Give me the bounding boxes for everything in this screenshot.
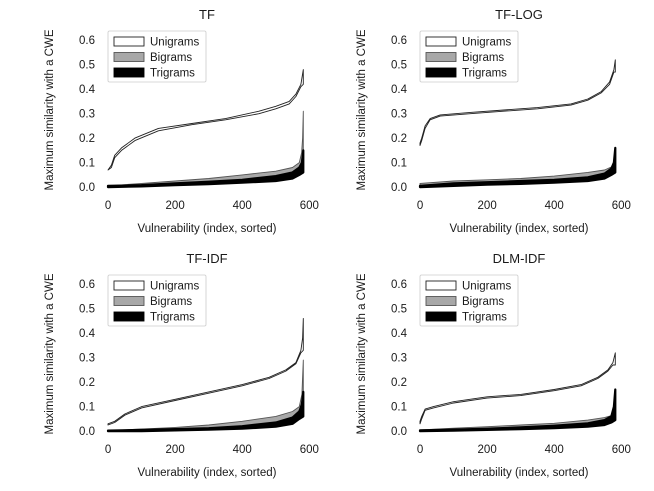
- y-tick-label: 0.3: [79, 109, 95, 121]
- y-tick-label: 0.3: [391, 109, 407, 121]
- legend-label: Unigrams: [462, 37, 511, 49]
- legend-label: Unigrams: [462, 281, 511, 293]
- x-axis-label: Vulnerability (index, sorted): [138, 223, 277, 235]
- legend-label: Unigrams: [150, 37, 199, 49]
- x-tick-label: 600: [300, 200, 319, 212]
- legend-label: Trigrams: [150, 312, 195, 324]
- legend-label: Bigrams: [462, 52, 504, 64]
- y-tick-label: 0.5: [79, 304, 95, 316]
- x-tick-label: 200: [166, 444, 185, 456]
- y-tick-label: 0.2: [79, 133, 95, 145]
- chart-title: TF: [199, 7, 215, 22]
- y-tick-label: 0.2: [79, 377, 95, 389]
- legend-swatch-bigrams: [425, 52, 457, 62]
- y-tick-label: 0.4: [391, 328, 408, 340]
- x-tick-label: 0: [417, 200, 423, 212]
- x-axis-label: Vulnerability (index, sorted): [138, 467, 277, 479]
- x-tick-label: 0: [105, 444, 111, 456]
- y-tick-label: 0.4: [391, 84, 408, 96]
- series-trigrams: [106, 390, 305, 433]
- legend-swatch-trigrams: [113, 67, 145, 78]
- y-tick-label: 0.2: [391, 133, 407, 145]
- subplot-tf-idf: TF-IDF 0.0 0.1 0.2 0.3 0.4 0.5 0.6 0 200 400 600 Vul…: [44, 251, 319, 479]
- x-axis-label: Vulnerability (index, sorted): [450, 467, 589, 479]
- x-tick-label: 400: [233, 200, 252, 212]
- x-tick-label: 0: [417, 444, 423, 456]
- legend-swatch-bigrams: [113, 296, 145, 306]
- y-tick-label: 0.5: [391, 60, 407, 72]
- chart-title: TF-LOG: [495, 7, 543, 22]
- legend-label: Unigrams: [150, 281, 199, 293]
- y-tick-label: 0.2: [391, 377, 407, 389]
- legend-swatch-unigrams: [425, 36, 457, 47]
- legend-swatch-unigrams: [113, 280, 145, 291]
- series-unigrams: [107, 318, 304, 426]
- legend: Unigrams Bigrams Trigrams: [419, 30, 519, 83]
- y-tick-label: 0.0: [391, 182, 407, 194]
- subplot-dlm-idf: DLM-IDF 0.0 0.1 0.2 0.3 0.4 0.5 0.6 0 200 400 600 Vu…: [356, 251, 631, 479]
- legend: Unigrams Bigrams Trigrams: [419, 274, 519, 327]
- y-tick-label: 0.6: [79, 35, 95, 47]
- legend-swatch-trigrams: [113, 311, 145, 322]
- x-tick-label: 400: [233, 444, 252, 456]
- series-trigrams: [106, 149, 305, 189]
- legend-label: Bigrams: [462, 296, 504, 308]
- y-tick-label: 0.1: [79, 158, 95, 170]
- y-tick-label: 0.0: [79, 182, 95, 194]
- y-tick-label: 0.4: [79, 84, 96, 96]
- x-axis-label: Vulnerability (index, sorted): [450, 223, 589, 235]
- x-tick-label: 0: [105, 200, 111, 212]
- y-tick-label: 0.4: [79, 328, 96, 340]
- y-tick-label: 0.3: [79, 353, 95, 365]
- y-tick-label: 0.0: [79, 426, 95, 438]
- legend-swatch-unigrams: [425, 280, 457, 291]
- x-tick-label: 400: [545, 444, 564, 456]
- x-tick-label: 600: [612, 444, 631, 456]
- y-tick-label: 0.1: [79, 402, 95, 414]
- y-axis-label: Maximum similarity with a CWE: [44, 29, 56, 190]
- legend: Unigrams Bigrams Trigrams: [107, 274, 207, 327]
- y-tick-label: 0.6: [79, 279, 95, 291]
- legend-label: Trigrams: [462, 312, 507, 324]
- series-unigrams: [107, 69, 304, 171]
- series-trigrams: [418, 146, 617, 189]
- y-tick-label: 0.3: [391, 353, 407, 365]
- y-tick-label: 0.6: [391, 35, 407, 47]
- x-tick-label: 200: [478, 200, 497, 212]
- y-tick-label: 0.1: [391, 402, 407, 414]
- series-trigrams: [418, 388, 617, 433]
- legend-swatch-bigrams: [113, 52, 145, 62]
- x-tick-label: 600: [612, 200, 631, 212]
- chart-title: TF-IDF: [186, 251, 227, 266]
- series-unigrams: [419, 352, 616, 425]
- y-tick-label: 0.1: [391, 158, 407, 170]
- y-axis-label: Maximum similarity with a CWE: [356, 273, 368, 434]
- x-tick-label: 200: [478, 444, 497, 456]
- y-tick-label: 0.6: [391, 279, 407, 291]
- legend-swatch-unigrams: [113, 36, 145, 47]
- y-tick-label: 0.5: [79, 60, 95, 72]
- legend: Unigrams Bigrams Trigrams: [107, 30, 207, 83]
- y-tick-label: 0.0: [391, 426, 407, 438]
- legend-label: Bigrams: [150, 52, 192, 64]
- subplot-tf: TF 0.0 0.1 0.2 0.3 0.4 0.5 0.6 0 200 400 600 Vulnera…: [44, 7, 319, 235]
- legend-label: Trigrams: [150, 68, 195, 80]
- legend-label: Bigrams: [150, 296, 192, 308]
- legend-swatch-trigrams: [425, 311, 457, 322]
- y-axis-label: Maximum similarity with a CWE: [44, 273, 56, 434]
- legend-swatch-bigrams: [425, 296, 457, 306]
- chart-title: DLM-IDF: [493, 251, 546, 266]
- x-tick-label: 600: [300, 444, 319, 456]
- subplot-tf-log: TF-LOG 0.0 0.1 0.2 0.3 0.4 0.5 0.6 0 200 400 600 Vul…: [356, 7, 631, 235]
- x-tick-label: 200: [166, 200, 185, 212]
- y-tick-label: 0.5: [391, 304, 407, 316]
- series-unigrams: [419, 59, 616, 146]
- y-axis-label: Maximum similarity with a CWE: [356, 29, 368, 190]
- legend-label: Trigrams: [462, 68, 507, 80]
- legend-swatch-trigrams: [425, 67, 457, 78]
- x-tick-label: 400: [545, 200, 564, 212]
